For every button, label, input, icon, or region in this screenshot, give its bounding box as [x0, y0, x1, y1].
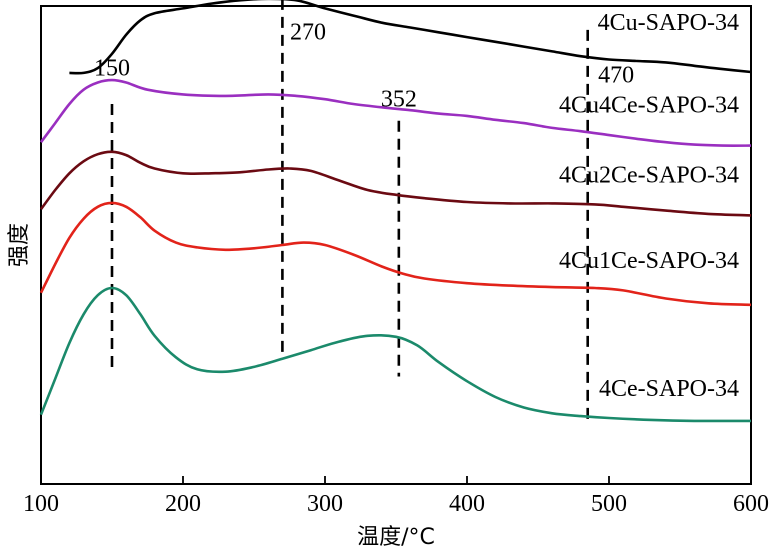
series-lines	[39, 0, 752, 423]
x-tick-label: 400	[449, 491, 485, 517]
peak-temperature-label: 270	[290, 19, 326, 45]
series-line-4Cu2Ce-SAPO-34	[39, 150, 752, 217]
peak-temperature-label: 150	[94, 55, 130, 81]
x-tick-label: 100	[23, 491, 59, 517]
series-labels: 4Cu-SAPO-34 4Cu4Ce-SAPO-34 4Cu2Ce-SAPO-34 4…	[559, 10, 739, 402]
x-tick-label: 600	[733, 491, 769, 517]
series-label: 4Cu2Ce-SAPO-34	[559, 162, 739, 188]
peak-temperature-label: 470	[598, 62, 634, 88]
reference-lines	[110, 0, 590, 422]
series-line-4Cu1Ce-SAPO-34	[39, 201, 752, 307]
series-label: 4Cu1Ce-SAPO-34	[559, 248, 739, 274]
peak-temperature-label: 352	[381, 86, 417, 112]
x-axis-ticks: 100 200 300 400 500 600	[23, 476, 769, 517]
series-line-4Ce-SAPO-34	[39, 286, 752, 423]
series-line-4Cu-SAPO-34	[69, 0, 752, 75]
x-tick-label: 200	[165, 491, 201, 517]
x-axis-title: 温度/°C	[357, 525, 435, 550]
peak-labels: 150 270 352 470	[94, 19, 634, 112]
series-label: 4Cu-SAPO-34	[598, 10, 739, 36]
y-axis-title: 强度	[7, 223, 32, 267]
x-tick-label: 500	[591, 491, 627, 517]
series-label: 4Cu4Ce-SAPO-34	[559, 93, 739, 119]
x-tick-label: 300	[307, 491, 343, 517]
series-line-4Cu4Ce-SAPO-34	[39, 78, 752, 147]
plot-frame	[40, 5, 752, 485]
series-label: 4Ce-SAPO-34	[599, 376, 739, 402]
plot-frame-group	[40, 5, 752, 485]
